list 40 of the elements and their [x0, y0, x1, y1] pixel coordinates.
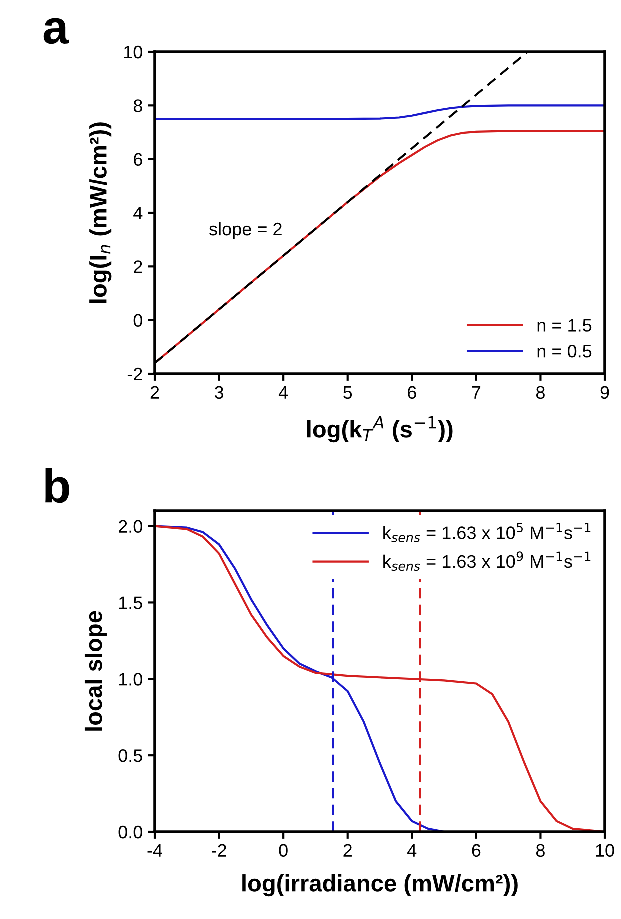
x-tick-label: 3: [214, 386, 224, 400]
x-tick-label: 8: [536, 386, 545, 400]
x-tick-label: -4: [148, 844, 162, 857]
annotation: slope = 2: [210, 222, 282, 240]
x-tick-label: 8: [536, 844, 545, 858]
x-tick-label: 2: [344, 844, 352, 857]
legend-label: k$_{sens}$ = 1.63 x 10$^{5}$ M$^{−1}$s$^{−1}$: [384, 523, 591, 542]
x-axis-title: log(irradiance (mW/cm²)): [242, 874, 518, 897]
y-tick-label: 1.0: [119, 673, 142, 686]
legend-label: n = 0.5: [538, 345, 592, 358]
x-tick-label: 6: [408, 386, 416, 400]
y-tick-label: 1.5: [119, 596, 142, 610]
y-tick-label: 6: [134, 153, 142, 166]
y-axis-title: local slope: [84, 611, 107, 731]
y-tick-label: 4: [134, 207, 143, 220]
x-tick-label: -2: [212, 844, 226, 857]
x-tick-label: 0: [279, 844, 288, 858]
chart-title: b: [46, 468, 70, 504]
y-axis-title: log(I$_{n}$ (mW/cm²)): [90, 122, 112, 303]
y-tick-label: -2: [128, 368, 142, 381]
x-tick-label: 4: [278, 386, 288, 399]
y-tick-label: 10: [124, 46, 142, 59]
y-tick-label: 0.0: [118, 826, 142, 839]
legend-label: n = 1.5: [538, 319, 592, 332]
x-tick-label: 2: [150, 386, 160, 399]
legend-label: k$_{sens}$ = 1.63 x 10$^{9}$ M$^{−1}$s$^{−1}$: [384, 552, 591, 572]
y-tick-label: 2: [134, 260, 142, 274]
y-tick-label: 0.5: [118, 750, 142, 762]
x-tick-label: 9: [600, 386, 610, 400]
x-axis-title: log(k$_{T}$$^{A}$ (s$^{−1}$)): [308, 416, 453, 443]
chart-title: a: [44, 18, 70, 44]
x-tick-label: 4: [408, 844, 417, 857]
x-tick-label: 7: [472, 386, 481, 399]
x-tick-label: 6: [472, 844, 481, 858]
x-tick-label: 5: [344, 386, 352, 400]
x-tick-label: 10: [596, 844, 614, 858]
line-series: [155, 104, 605, 120]
y-tick-label: 0: [134, 314, 142, 328]
y-tick-label: 2.0: [119, 520, 142, 534]
y-tick-label: 8: [134, 100, 142, 112]
